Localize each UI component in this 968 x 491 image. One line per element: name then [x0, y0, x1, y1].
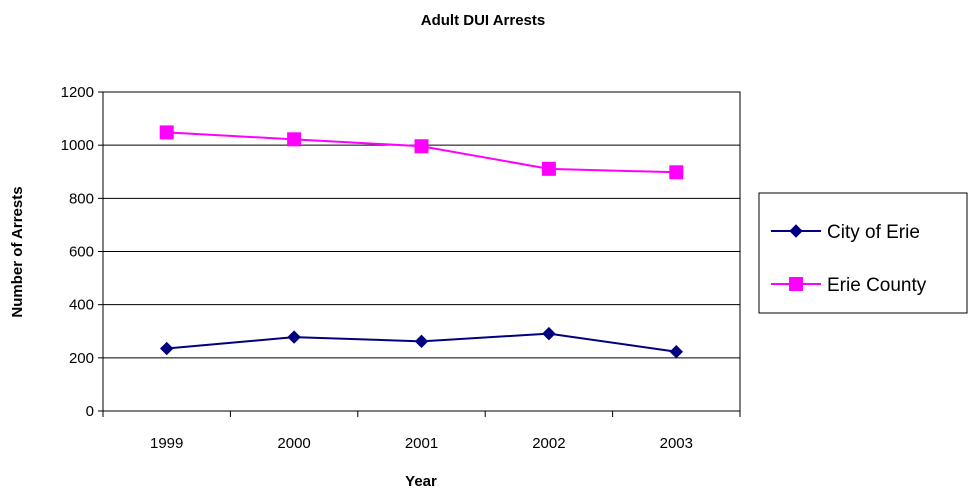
x-tick-label-2003: 2003 [660, 435, 693, 452]
legend-label-erie-county: Erie County [827, 275, 927, 296]
x-tick-label-2001: 2001 [405, 435, 438, 452]
y-axis-title: Number of Arrests [9, 186, 26, 317]
x-tick-label-1999: 1999 [150, 435, 183, 452]
x-tick-label-2002: 2002 [532, 435, 565, 452]
data-point-erie-county-2002 [541, 161, 556, 176]
data-point-erie-county-2000 [287, 132, 302, 147]
legend-box [758, 192, 968, 314]
data-point-erie-county-2001 [414, 139, 429, 154]
plot-area: 0 200 400 600 800 1000 1200 1999 2000 2001 2002 200… [61, 84, 741, 452]
data-point-city-of-erie-2003 [669, 345, 684, 359]
data-point-erie-county-2003 [669, 165, 684, 180]
data-point-erie-county-1999 [159, 125, 174, 140]
legend-marker-city-of-erie [789, 224, 803, 238]
legend-marker-erie-county [789, 277, 803, 291]
data-point-city-of-erie-2001 [414, 334, 429, 349]
data-point-city-of-erie-1999 [159, 341, 174, 356]
y-tick-label-1200: 1200 [61, 84, 94, 101]
x-tick-label-2000: 2000 [277, 435, 310, 452]
y-tick-label-0: 0 [86, 403, 94, 420]
y-tick-label-800: 800 [69, 190, 94, 207]
chart-title: Adult DUI Arrests [421, 12, 545, 29]
legend: City of Erie Erie County [758, 192, 968, 314]
y-tick-label-200: 200 [69, 350, 94, 367]
y-tick-label-400: 400 [69, 297, 94, 314]
legend-label-city-of-erie: City of Erie [827, 222, 920, 243]
x-axis-title: Year [405, 473, 437, 490]
data-point-city-of-erie-2002 [542, 326, 556, 341]
data-point-city-of-erie-2000 [287, 330, 301, 344]
y-tick-label-600: 600 [69, 244, 94, 261]
y-tick-label-1000: 1000 [61, 137, 94, 154]
